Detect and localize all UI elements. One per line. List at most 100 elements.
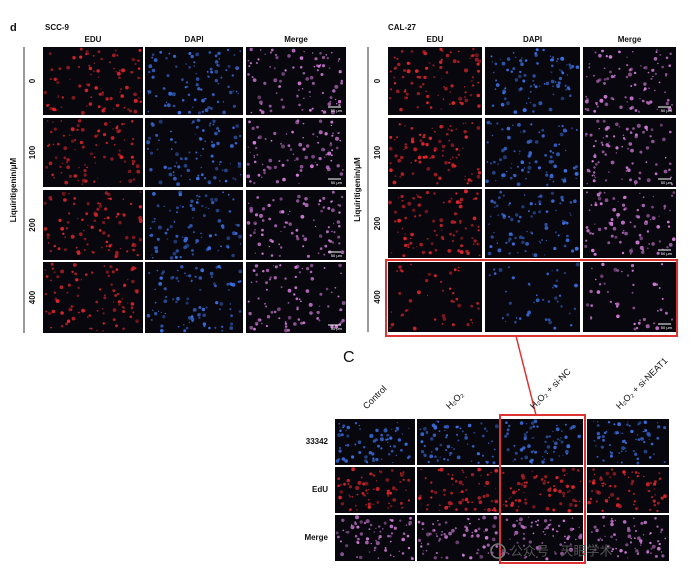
cell-dot [460, 101, 464, 106]
cell-dot [103, 122, 108, 126]
cell-dot [219, 160, 222, 164]
cell-dot [590, 317, 593, 320]
cell-dot [131, 159, 136, 164]
cell-dot [325, 287, 329, 291]
cell-dot [228, 210, 232, 213]
cell-dot [209, 67, 213, 71]
cell-dot [268, 217, 272, 221]
cell-dot [489, 245, 493, 249]
cell-dot [418, 133, 422, 136]
cell-dot [488, 223, 491, 226]
cell-dot [264, 302, 266, 305]
cell-dot [273, 67, 276, 70]
cell-dot [427, 294, 429, 296]
cell-dot [373, 549, 376, 552]
cell-dot [269, 109, 273, 113]
cell-dot [204, 140, 207, 143]
cell-dot [642, 130, 645, 134]
cell-dot [607, 421, 611, 424]
micrograph [388, 262, 482, 332]
cell-dot [214, 69, 219, 74]
cell-dot [318, 157, 322, 161]
cell-dot [325, 230, 329, 234]
cell-dot [194, 275, 197, 278]
cell-dot [102, 220, 106, 225]
cell-dot [493, 71, 495, 74]
cell-dot [115, 103, 120, 108]
cell-dot [232, 198, 235, 201]
cell-dot [325, 53, 328, 56]
cell-dot [175, 234, 179, 238]
cell-dot [510, 496, 512, 498]
cell-dot [207, 207, 210, 210]
cell-dot [585, 132, 588, 136]
cell-dot [262, 168, 266, 172]
cell-dot [173, 54, 177, 58]
cell-dot [602, 137, 605, 139]
cell-dot [147, 70, 151, 74]
cell-dot [575, 177, 577, 179]
row-label: 0 [28, 78, 37, 83]
cell-dot [400, 194, 404, 199]
cell-dot [471, 122, 474, 125]
cell-dot [519, 421, 524, 425]
row-label: 400 [373, 290, 382, 304]
micrograph-bg [501, 419, 583, 465]
cell-dot [295, 120, 300, 125]
cell-dot [432, 433, 437, 437]
cell-dot [280, 142, 282, 145]
cell-dot [137, 59, 140, 62]
cell-dot [132, 163, 135, 166]
cell-dot [593, 548, 597, 552]
cell-dot [450, 143, 455, 148]
cell-dot [72, 263, 77, 267]
cell-dot [90, 73, 92, 76]
micrograph-bg [583, 189, 676, 258]
cell-dot [372, 457, 375, 460]
cell-dot [113, 108, 115, 110]
cell-dot [555, 209, 557, 212]
cell-dot [570, 324, 573, 327]
cell-dot [404, 216, 408, 220]
cell-dot [608, 485, 611, 488]
cell-dot [601, 539, 603, 541]
cell-dot [175, 152, 179, 157]
cell-dot [291, 130, 294, 134]
cell-dot [551, 286, 554, 289]
micrograph [501, 467, 583, 513]
cell-dot [622, 470, 626, 474]
connector-line [515, 335, 537, 416]
cell-dot [666, 246, 669, 249]
cell-dot [280, 230, 282, 233]
cell-dot [600, 274, 604, 278]
cell-dot [517, 123, 521, 127]
cell-dot [298, 298, 301, 301]
cell-dot [80, 127, 85, 132]
cell-dot [560, 305, 563, 308]
cell-dot [639, 236, 644, 241]
cell-dot [123, 123, 126, 125]
cell-dot [396, 136, 399, 139]
micrograph-bg [246, 118, 346, 187]
cell-dot [478, 59, 482, 63]
cell-dot [570, 127, 574, 130]
cell-dot [55, 299, 60, 303]
cell-dot [636, 457, 640, 461]
cell-dot [632, 306, 636, 310]
cell-dot [316, 69, 319, 72]
cell-dot [154, 312, 158, 316]
cell-dot [474, 529, 478, 533]
cell-dot [51, 173, 55, 177]
cell-dot [595, 500, 598, 503]
cell-dot [49, 249, 53, 253]
cell-dot [200, 232, 202, 235]
cell-dot [249, 47, 253, 52]
cell-dot [301, 268, 303, 270]
micrograph [43, 190, 143, 260]
cell-dot [108, 198, 110, 200]
cell-dot [440, 533, 443, 537]
cell-dot [549, 155, 553, 159]
cell-dot [553, 143, 558, 147]
cell-dot [222, 191, 225, 194]
micrograph [388, 118, 482, 187]
